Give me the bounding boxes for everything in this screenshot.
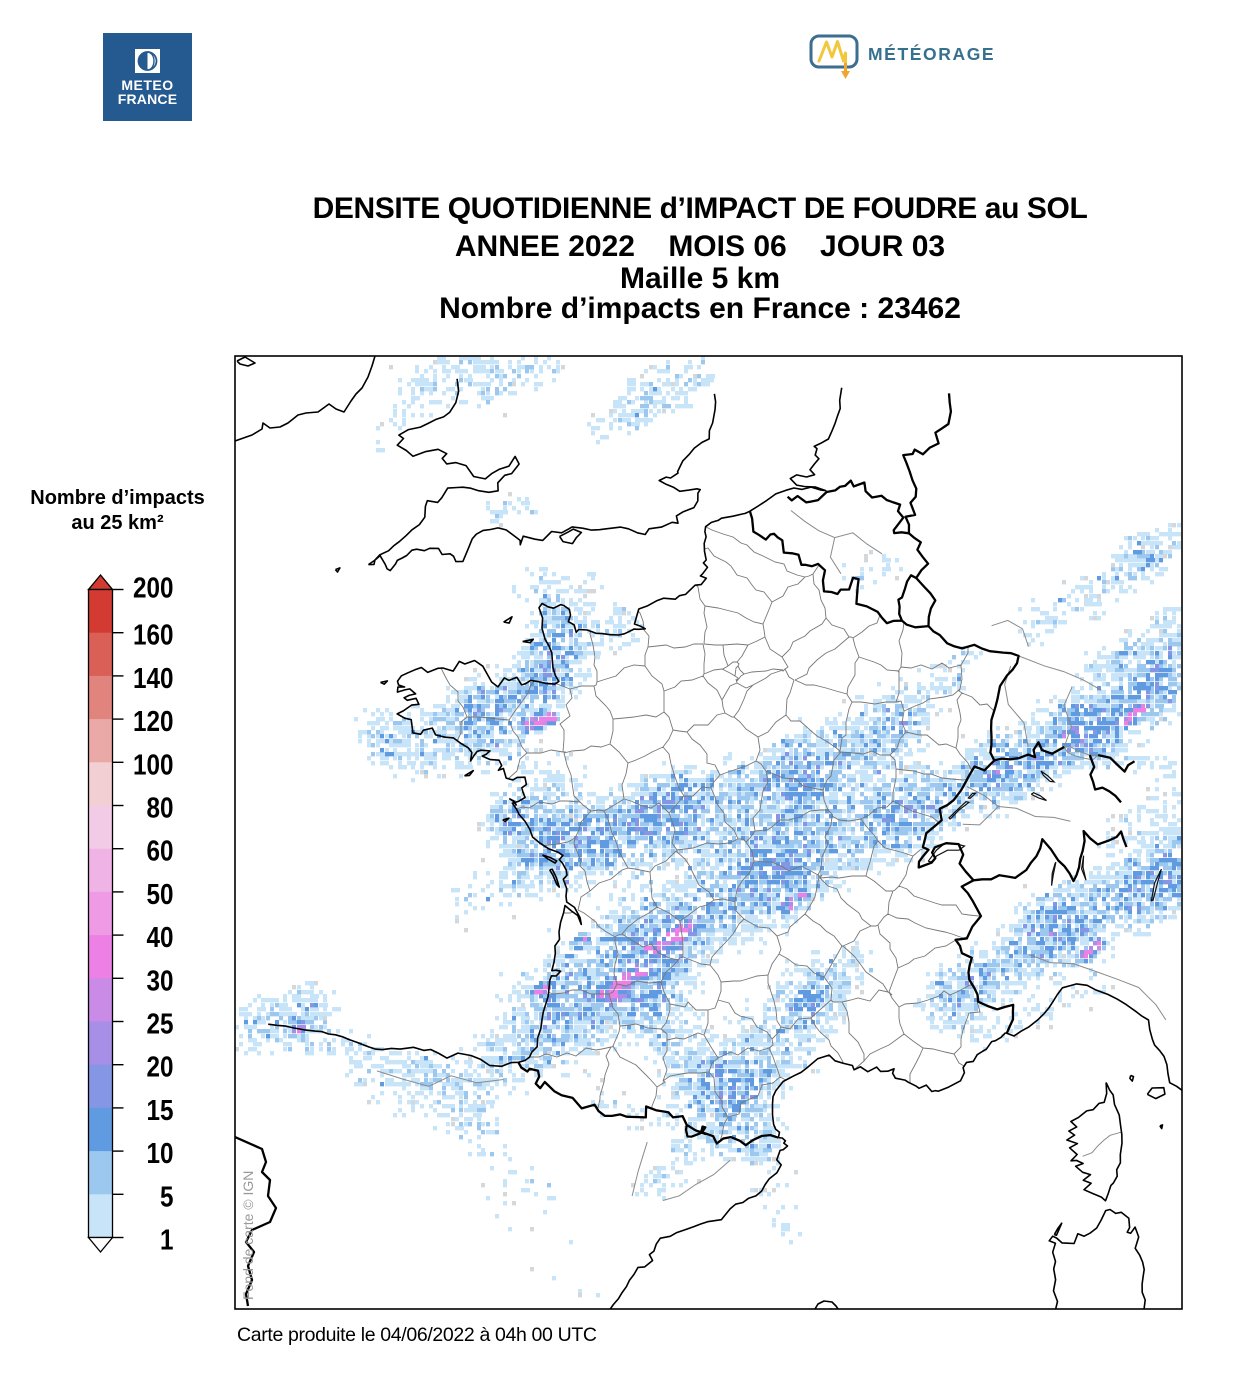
svg-text:100: 100 xyxy=(133,749,174,781)
svg-text:80: 80 xyxy=(147,793,174,825)
svg-text:5: 5 xyxy=(160,1181,174,1213)
svg-text:140: 140 xyxy=(133,663,174,695)
svg-text:60: 60 xyxy=(147,836,174,868)
svg-text:1: 1 xyxy=(160,1225,174,1257)
svg-text:MÉTÉORAGE: MÉTÉORAGE xyxy=(868,43,995,64)
svg-text:200: 200 xyxy=(133,573,174,605)
svg-text:40: 40 xyxy=(147,922,174,954)
svg-text:120: 120 xyxy=(133,706,174,738)
svg-text:Fond de carte © IGN: Fond de carte © IGN xyxy=(240,1171,256,1300)
svg-text:20: 20 xyxy=(147,1052,174,1084)
svg-text:50: 50 xyxy=(147,879,174,911)
svg-text:15: 15 xyxy=(147,1095,174,1127)
svg-text:10: 10 xyxy=(147,1138,174,1170)
svg-text:30: 30 xyxy=(147,965,174,997)
svg-text:160: 160 xyxy=(133,620,174,652)
svg-text:25: 25 xyxy=(147,1009,174,1041)
